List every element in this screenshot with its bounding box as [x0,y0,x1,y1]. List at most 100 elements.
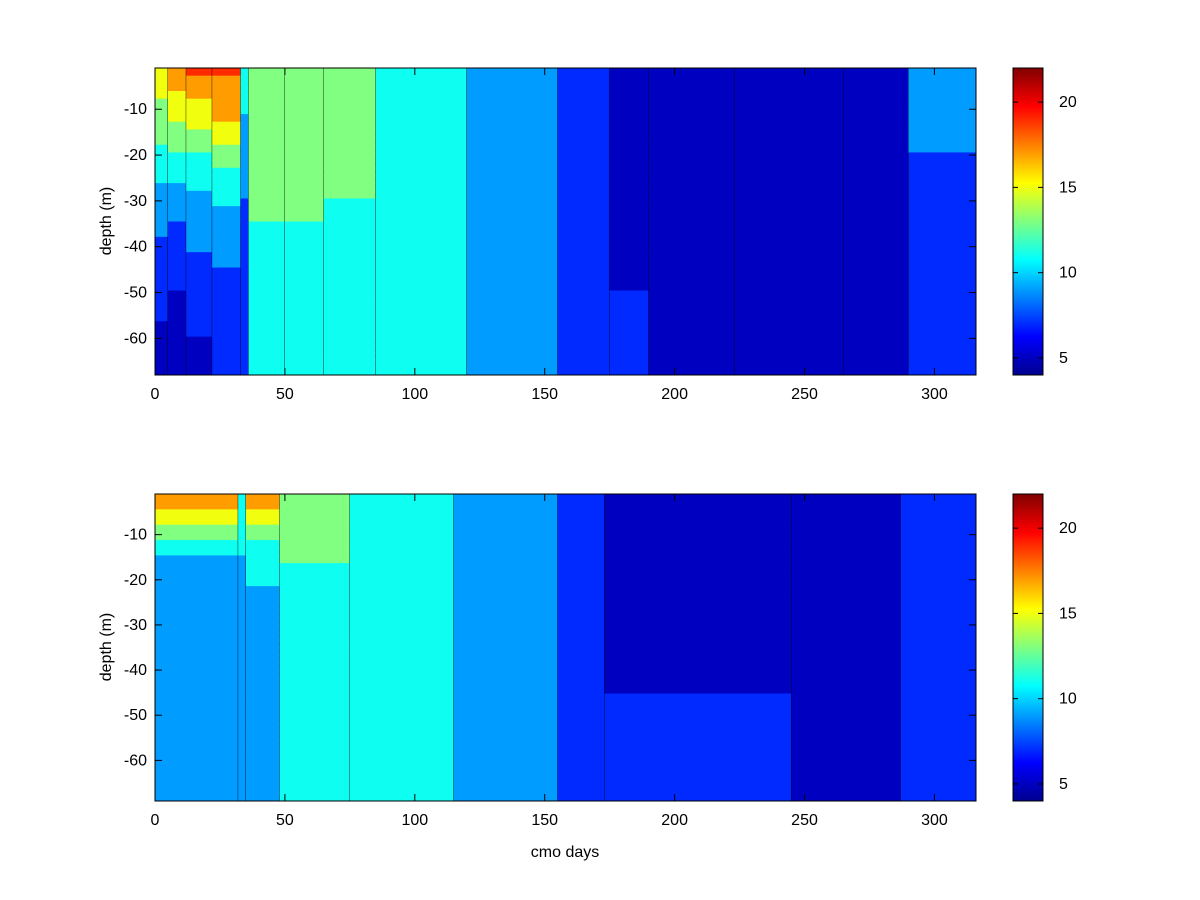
contour-cell [900,693,976,702]
contour-cell [791,609,902,618]
contour-cell [245,708,281,718]
contour-cell [557,509,606,518]
contour-cell [245,509,281,518]
contour-cell [212,321,242,330]
contour-cell [466,259,559,269]
contour-cell [453,731,559,741]
contour-cell [279,547,351,556]
contour-cell [557,167,611,177]
contour-cell [155,693,239,702]
contour-cell [648,152,735,161]
contour-cell [240,98,250,107]
contour-cell [900,770,976,779]
contour-cell [791,540,902,549]
contour-cell [155,313,169,322]
contour-cell [186,144,213,154]
contour-cell [240,336,250,345]
contour-cell [908,98,976,107]
contour-cell [349,716,455,725]
contour-cell [734,282,845,292]
contour-cell [604,532,793,541]
contour-cell [843,313,910,322]
contour-cell [245,616,281,626]
segment-1-9 [375,68,468,375]
contour-cell [284,367,325,375]
contour-cell [212,236,242,246]
contour-cell [557,793,606,801]
contour-cell [843,129,910,138]
contour-cell [186,213,213,223]
contour-cell [245,747,281,756]
contour-cell [279,716,351,725]
contour-cell [323,129,377,138]
contour-cell [323,259,377,269]
contour-cell [466,267,559,276]
contour-cell [843,275,910,284]
contour-cell [375,321,468,330]
colorbar-tick-label: 10 [1059,691,1077,708]
y-tick-label: -20 [124,572,147,589]
contour-cell [167,198,187,207]
contour-cell [245,662,281,672]
contour-cell [245,563,281,572]
contour-cell [557,190,611,200]
contour-cell [557,98,611,107]
contour-cell [604,524,793,533]
contour-cell [466,106,559,115]
contour-cell [557,152,611,161]
contour-cell [240,206,250,215]
contour-cell [557,555,606,564]
contour-cell [609,75,650,84]
contour-cell [648,75,735,84]
contour-cell [167,98,187,107]
contour-cell [843,229,910,238]
contour-cell [900,616,976,626]
contour-cell [648,106,735,115]
contour-cell [791,601,902,610]
contour-cell [609,152,650,161]
contour-cell [248,206,286,215]
contour-cell [648,167,735,177]
contour-cell [240,75,250,84]
contour-cell [453,555,559,564]
contour-cell [323,305,377,315]
contour-cell [466,298,559,307]
contour-cell [900,670,976,679]
contour-cell [155,167,169,177]
contour-cell [900,647,976,656]
colorbar-gradient [1012,493,1044,802]
colorbar-gradient [1012,67,1044,376]
contour-cell [604,639,793,649]
contour-cell [284,144,325,154]
contour-cell [843,137,910,146]
contour-cell [900,624,976,633]
contour-cell [155,509,239,518]
contour-cell [238,609,247,618]
contour-cell [453,609,559,618]
contour-cell [604,586,793,595]
contour-cell [155,267,169,276]
contour-cell [900,540,976,549]
contour-cell [155,160,169,169]
contour-cell [248,221,286,230]
contour-cell [167,175,187,184]
contour-cell [279,724,351,733]
contour-cell [279,777,351,787]
contour-cell [349,670,455,679]
contour-cell [279,693,351,702]
contour-cell [212,259,242,269]
contour-cell [557,321,611,330]
contour-cell [323,190,377,200]
x-tick-label: 200 [661,386,688,403]
contour-cell [843,321,910,330]
contour-cell [734,160,845,169]
contour-cell [375,275,468,284]
contour-cell [279,532,351,541]
contour-cell [453,570,559,580]
contour-cell [248,305,286,315]
contour-cell [791,494,902,503]
plot-area-1 [155,68,976,375]
contour-cell [557,578,606,587]
contour-cell [557,75,611,84]
contour-cell [167,305,187,315]
